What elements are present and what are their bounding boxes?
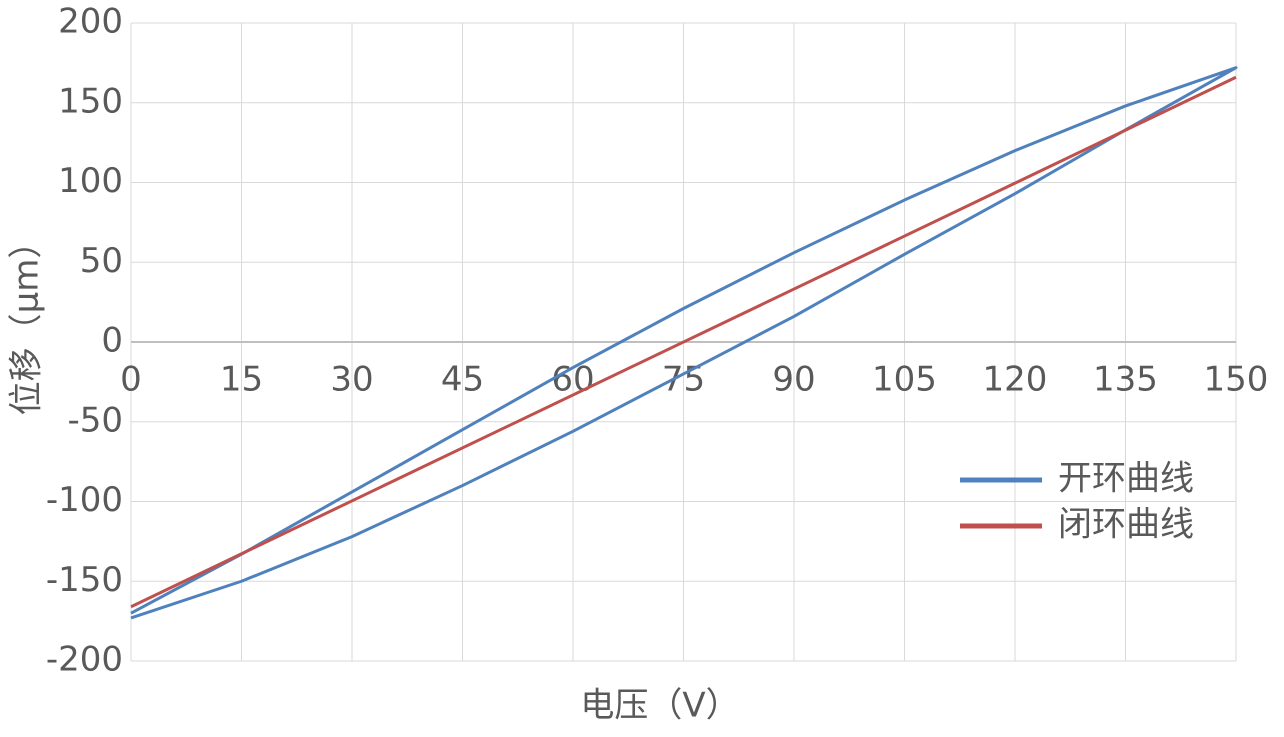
- x-tick-label: 90: [772, 360, 815, 400]
- y-tick-label: 50: [80, 241, 123, 281]
- line-series: [130, 75, 1237, 609]
- x-tick-label: 120: [983, 360, 1048, 400]
- line-series: [130, 66, 1238, 620]
- y-tick-label: 150: [58, 81, 123, 121]
- x-tick-label: 105: [872, 360, 937, 400]
- y-tick-label: 200: [58, 2, 123, 42]
- y-tick-label: 100: [58, 161, 123, 201]
- x-tick-label: 45: [441, 360, 484, 400]
- y-tick-label: -150: [46, 560, 123, 600]
- legend-label: 闭环曲线: [1058, 505, 1194, 545]
- y-tick-label: -200: [46, 640, 123, 680]
- y-tick-label: 0: [101, 321, 123, 361]
- x-tick-label: 150: [1204, 360, 1269, 400]
- legend-label: 开环曲线: [1058, 459, 1194, 499]
- x-tick-label: 135: [1093, 360, 1158, 400]
- y-tick-label: -100: [46, 480, 123, 520]
- x-axis-title: 电压（V）: [580, 686, 739, 726]
- x-tick-label: 15: [220, 360, 263, 400]
- x-tick-label: 30: [330, 360, 373, 400]
- y-tick-label: -50: [67, 400, 123, 440]
- y-axis-title: 位移（μm）: [7, 225, 47, 416]
- x-tick-label: 0: [120, 360, 142, 400]
